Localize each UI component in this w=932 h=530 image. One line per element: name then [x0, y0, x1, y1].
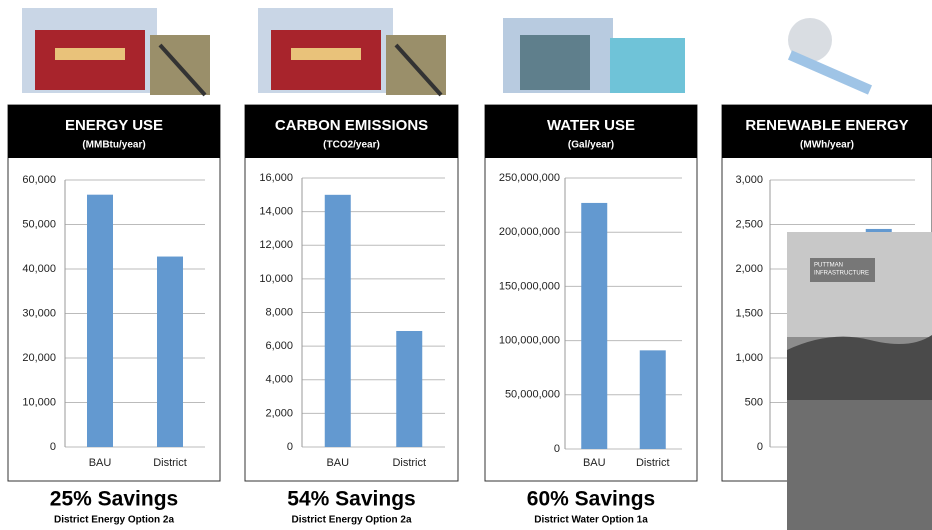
y-tick-label: 50,000: [22, 218, 56, 230]
panel-header: [245, 105, 458, 158]
overlay-photo: PUTTMAN INFRASTRUCTURE: [787, 232, 932, 530]
y-tick-label: 2,500: [735, 218, 763, 230]
y-tick-label: 0: [554, 443, 560, 455]
y-tick-label: 3,000: [735, 174, 763, 186]
panel-title: WATER USE: [547, 117, 635, 134]
x-tick-label: BAU: [89, 457, 112, 469]
x-tick-label: BAU: [326, 457, 349, 469]
y-tick-label: 40,000: [22, 263, 56, 275]
photo-energy: [22, 8, 210, 97]
panel-header: [722, 105, 932, 158]
panel-title: RENEWABLE ENERGY: [745, 117, 908, 134]
y-tick-label: 30,000: [22, 307, 56, 319]
y-tick-label: 6,000: [265, 340, 293, 352]
y-tick-label: 500: [745, 396, 763, 408]
panel-header: [485, 105, 697, 158]
overlay-text: INFRASTRUCTURE: [814, 271, 869, 277]
photo-water: [503, 18, 685, 93]
panel-frame: [244, 104, 459, 482]
y-tick-label: 2,000: [735, 263, 763, 275]
savings-note: District Energy Option 2a: [54, 515, 174, 526]
panel-title: CARBON EMISSIONS: [275, 117, 428, 134]
panel-subtitle: (TCO2/year): [323, 140, 380, 151]
x-tick-label: BAU: [583, 457, 606, 469]
bar: [639, 350, 666, 449]
y-tick-label: 20,000: [22, 352, 56, 364]
x-tick-label: District: [392, 457, 426, 469]
y-tick-label: 50,000,000: [505, 389, 560, 401]
y-tick-label: 0: [757, 441, 763, 453]
y-tick-label: 150,000,000: [499, 280, 560, 292]
savings: 54% Savings: [287, 488, 415, 511]
y-tick-label: 100,000,000: [499, 335, 560, 347]
y-tick-label: 4,000: [265, 374, 293, 386]
y-tick-label: 200,000,000: [499, 226, 560, 238]
panel-frame: [7, 104, 221, 482]
y-tick-label: 12,000: [259, 239, 293, 251]
savings: 60% Savings: [527, 488, 655, 511]
panel-subtitle: (Gal/year): [568, 140, 614, 151]
y-tick-label: 8,000: [265, 306, 293, 318]
bar: [157, 256, 183, 447]
savings: 25% Savings: [50, 488, 178, 511]
savings-note: District Energy Option 2a: [291, 515, 411, 526]
bar: [581, 202, 608, 449]
y-tick-label: 1,000: [735, 352, 763, 364]
panel-subtitle: (MWh/year): [800, 140, 854, 151]
y-tick-label: 1,500: [735, 307, 763, 319]
bar: [87, 194, 113, 447]
y-tick-label: 0: [287, 441, 293, 453]
bar: [396, 330, 423, 447]
panel-header: [8, 105, 220, 158]
y-tick-label: 10,000: [259, 273, 293, 285]
photo-carbon: [258, 8, 446, 97]
panel-title: ENERGY USE: [65, 117, 163, 134]
photo-renewable: [787, 18, 873, 95]
x-tick-label: District: [153, 457, 187, 469]
bar: [324, 194, 351, 447]
y-tick-label: 2,000: [265, 407, 293, 419]
y-tick-label: 60,000: [22, 174, 56, 186]
panel-subtitle: (MMBtu/year): [82, 140, 145, 151]
x-tick-label: District: [636, 457, 670, 469]
y-tick-label: 250,000,000: [499, 172, 560, 184]
savings-note: District Water Option 1a: [534, 515, 648, 526]
y-tick-label: 16,000: [259, 172, 293, 184]
y-tick-label: 0: [50, 441, 56, 453]
y-tick-label: 10,000: [22, 396, 56, 408]
overlay-text: PUTTMAN: [814, 263, 843, 269]
y-tick-label: 14,000: [259, 206, 293, 218]
